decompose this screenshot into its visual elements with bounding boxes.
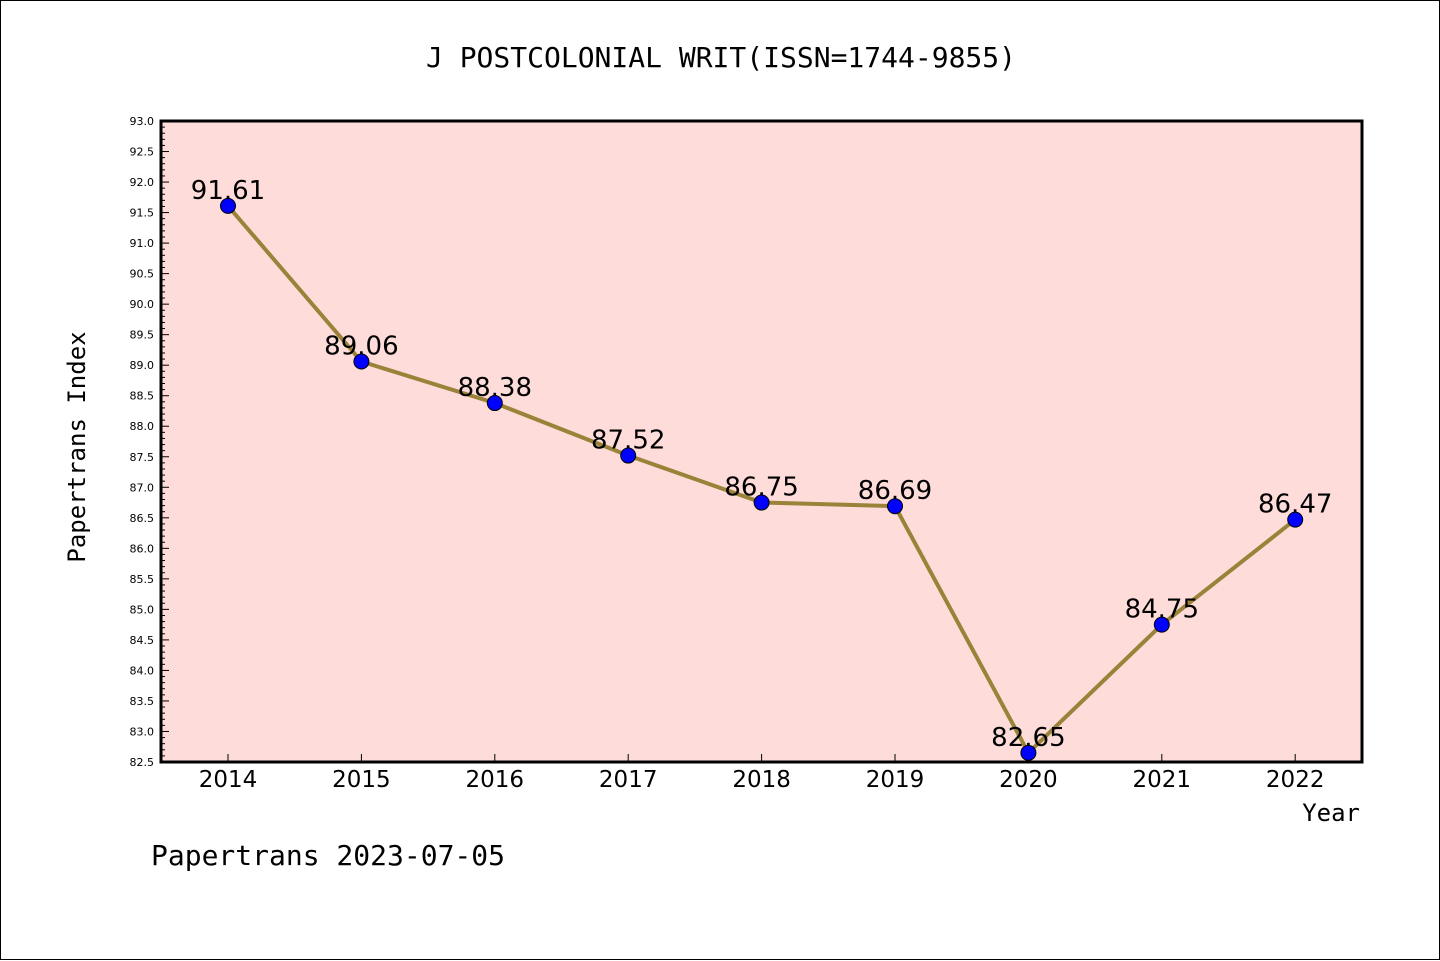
data-label: 91.61 bbox=[191, 176, 265, 206]
data-point bbox=[486, 395, 503, 412]
plot-frame bbox=[159, 119, 1364, 764]
y-tick-label: 84.0 bbox=[130, 664, 155, 677]
y-tick-label: 93.0 bbox=[130, 115, 155, 128]
data-point bbox=[1153, 616, 1170, 633]
data-point bbox=[353, 353, 370, 370]
data-labels: 91.61 89.06 88.38 87.52 86.75 86.69 82.65 84.75… bbox=[191, 176, 1333, 753]
y-tick-label: 92.5 bbox=[130, 146, 155, 159]
data-label: 82.65 bbox=[991, 723, 1065, 753]
data-point bbox=[1020, 744, 1037, 761]
x-tick-label: 2014 bbox=[199, 767, 258, 793]
x-tick-label: 2022 bbox=[1266, 767, 1325, 793]
data-point bbox=[620, 447, 637, 464]
y-tick-label: 90.5 bbox=[130, 268, 155, 281]
y-tick-label: 87.0 bbox=[130, 481, 155, 494]
chart-title: J POSTCOLONIAL WRIT(ISSN=1744-9855) bbox=[426, 41, 1016, 74]
x-tick-label: 2018 bbox=[732, 767, 791, 793]
data-markers bbox=[220, 197, 1304, 761]
data-point bbox=[1287, 511, 1304, 528]
y-tick-label: 90.0 bbox=[130, 298, 155, 311]
x-tick-label: 2020 bbox=[999, 767, 1058, 793]
y-tick-label: 89.5 bbox=[130, 329, 155, 342]
x-tick-label: 2015 bbox=[332, 767, 391, 793]
x-axis-title: Year bbox=[1302, 799, 1360, 827]
data-label: 89.06 bbox=[324, 332, 398, 362]
y-tick-label: 92.0 bbox=[130, 176, 155, 189]
x-tick-label: 2016 bbox=[466, 767, 525, 793]
y-tick-label: 83.5 bbox=[130, 695, 155, 708]
y-tick-label: 91.5 bbox=[130, 207, 155, 220]
y-tick-label: 85.0 bbox=[130, 603, 155, 616]
y-tick-label: 82.5 bbox=[130, 756, 155, 769]
x-tick-label: 2017 bbox=[599, 767, 658, 793]
y-tick-label: 88.0 bbox=[130, 420, 155, 433]
y-tick-label: 87.5 bbox=[130, 451, 155, 464]
data-point bbox=[753, 494, 770, 511]
plot-area bbox=[161, 121, 1362, 762]
data-label: 86.69 bbox=[858, 476, 932, 506]
x-axis: 2014 2015 2016 2017 2018 2019 2020 2021 2022 bbox=[199, 754, 1325, 793]
data-label: 84.75 bbox=[1125, 595, 1199, 625]
y-tick-label: 83.0 bbox=[130, 725, 155, 738]
y-tick-label: 85.5 bbox=[130, 573, 155, 586]
footer-text: Papertrans 2023-07-05 bbox=[151, 839, 505, 872]
data-label: 87.52 bbox=[591, 426, 665, 456]
data-label: 86.47 bbox=[1258, 490, 1332, 520]
data-label: 88.38 bbox=[458, 373, 532, 403]
x-tick-label: 2019 bbox=[866, 767, 925, 793]
data-point bbox=[220, 197, 236, 214]
data-label: 86.75 bbox=[724, 473, 798, 503]
y-axis-title: Papertrans Index bbox=[63, 331, 91, 562]
y-tick-label: 86.0 bbox=[130, 542, 155, 555]
y-tick-label: 89.0 bbox=[130, 359, 155, 372]
y-tick-label: 91.0 bbox=[130, 237, 155, 250]
data-point bbox=[887, 498, 903, 515]
y-tick-label: 88.5 bbox=[130, 390, 155, 403]
x-tick-label: 2021 bbox=[1133, 767, 1192, 793]
y-tick-label: 86.5 bbox=[130, 512, 155, 525]
y-tick-label: 84.5 bbox=[130, 634, 155, 647]
